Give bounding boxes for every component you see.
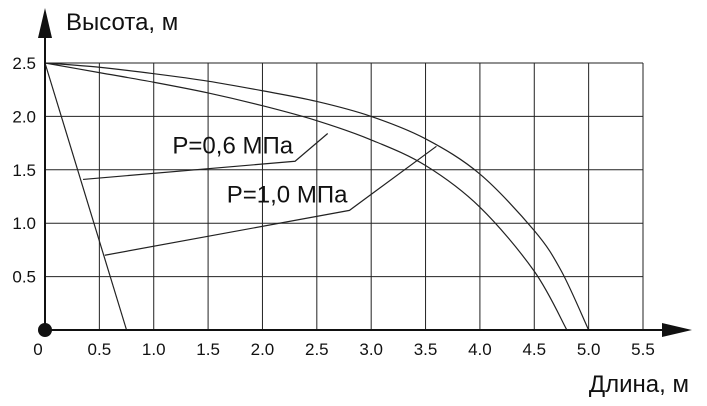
series-label-1: P=1,0 МПа	[227, 181, 348, 208]
x-tick-label-4: 2.5	[305, 340, 329, 359]
x-tick-label-6: 3.5	[414, 340, 438, 359]
annotation-leader-0	[83, 133, 329, 181]
y-tick-label-4: 2.5	[12, 54, 36, 73]
series-curve-0	[44, 62, 568, 331]
x-axis-title: Длина, м	[589, 371, 689, 398]
x-tick-label-2: 1.5	[196, 340, 220, 359]
grid	[45, 62, 644, 330]
x-tick-label-3: 2.0	[251, 340, 275, 359]
series-curve-1	[44, 62, 590, 331]
x-tick-label-10: 5.5	[631, 340, 655, 359]
origin-dot-icon	[38, 323, 52, 337]
origin-label: 0	[33, 340, 42, 359]
series-curves	[44, 62, 590, 331]
y-axis-title: Высота, м	[66, 9, 178, 36]
y-tick-label-1: 1.0	[12, 214, 36, 233]
y-tick-label-3: 2.0	[12, 107, 36, 126]
series-curve-2	[44, 62, 128, 331]
series-labels: P=0,6 МПа P=1,0 МПа	[172, 132, 348, 208]
y-axis-arrow-icon	[38, 8, 52, 38]
y-tick-label-0: 0.5	[12, 268, 36, 287]
x-tick-label-7: 4.0	[468, 340, 492, 359]
series-label-0: P=0,6 МПа	[172, 132, 293, 159]
annotation-leaders	[83, 133, 437, 256]
x-axis-arrow-icon	[662, 323, 692, 337]
annotation-leader-1	[104, 145, 437, 256]
x-tick-label-0: 0.5	[88, 340, 112, 359]
tick-labels: 0.5 1.0 1.5 2.0 2.5 3.0 3.5 4.0 4.5 5.0 5.5 0.5 1.0 1…	[12, 54, 654, 359]
x-tick-label-5: 3.0	[359, 340, 383, 359]
y-tick-label-2: 1.5	[12, 161, 36, 180]
x-tick-label-1: 1.0	[142, 340, 166, 359]
x-tick-label-8: 4.5	[522, 340, 546, 359]
x-tick-label-9: 5.0	[577, 340, 601, 359]
axes	[38, 8, 692, 337]
